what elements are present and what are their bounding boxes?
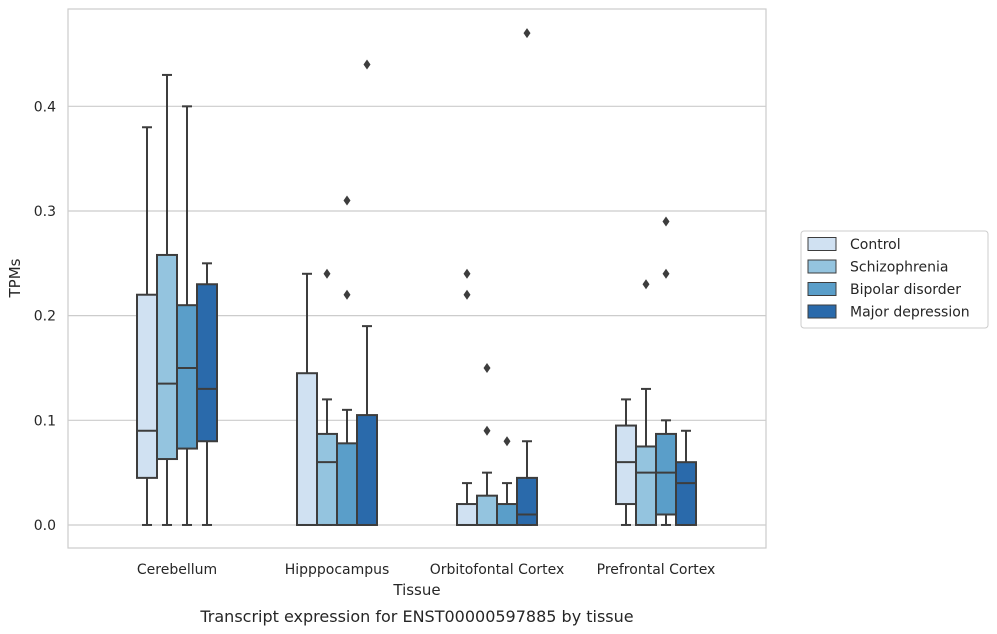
legend: Control Schizophrenia Bipolar disorder Majo… <box>800 230 989 329</box>
box <box>176 304 198 450</box>
outlier-point <box>323 268 331 279</box>
y-axis-title: TPMs <box>6 258 24 298</box>
legend-entries: Control Schizophrenia Bipolar disorder Majo… <box>807 237 970 321</box>
outlier-point <box>483 362 491 373</box>
outlier-point <box>463 268 471 279</box>
y-axis-ticks: 0.0 0.1 0.2 0.3 0.4 <box>34 99 56 534</box>
y-tick-label: 0.3 <box>34 204 56 220</box>
outlier-point <box>483 425 491 436</box>
outlier-point <box>343 289 351 300</box>
box-group <box>176 105 198 526</box>
x-tick-label: Cerebellum <box>137 562 217 578</box>
legend-swatch <box>807 259 837 274</box>
legend-swatch <box>807 282 837 296</box>
outlier-point <box>523 28 531 39</box>
legend-label: Bipolar disorder <box>850 282 961 298</box>
box <box>635 445 657 526</box>
box <box>496 503 518 526</box>
box-group <box>635 279 657 526</box>
box <box>675 461 697 526</box>
box <box>655 432 677 516</box>
legend-label: Schizophrenia <box>850 260 948 276</box>
box-group <box>655 216 677 526</box>
box <box>196 283 218 443</box>
x-axis-ticks: Cerebellum Hipppocampus Orbitofontal Corte… <box>137 562 715 578</box>
y-tick-label: 0.0 <box>34 518 56 534</box>
x-tick-label: Orbitofontal Cortex <box>430 562 565 578</box>
box-group <box>296 272 318 526</box>
x-tick-label: Hipppocampus <box>285 562 390 578</box>
outlier-point <box>503 436 511 447</box>
outlier-point <box>363 59 371 70</box>
box <box>476 494 498 526</box>
box <box>296 372 318 526</box>
box <box>356 414 378 526</box>
box <box>316 432 338 526</box>
box-group <box>675 429 697 526</box>
box-group <box>496 436 518 526</box>
box-group <box>476 362 498 526</box>
legend-label: Major depression <box>850 305 970 321</box>
boxes <box>136 28 697 526</box>
box <box>456 503 478 526</box>
legend-frame <box>800 230 989 329</box>
chart-caption: Transcript expression for ENST0000059788… <box>199 607 633 626</box>
box-group <box>356 59 378 526</box>
box-group <box>136 126 158 526</box>
box-group <box>516 28 538 526</box>
x-axis-title: Tissue <box>392 581 440 599</box>
box <box>156 253 178 461</box>
box <box>136 293 158 479</box>
box-group <box>196 262 218 526</box>
y-tick-label: 0.4 <box>34 99 56 115</box>
box-group <box>336 195 358 526</box>
outlier-point <box>662 216 670 227</box>
y-tick-label: 0.1 <box>34 413 56 429</box>
box <box>336 442 358 526</box>
x-tick-label: Prefrontal Cortex <box>597 562 716 578</box>
box-group <box>316 268 338 526</box>
legend-swatch <box>807 237 837 251</box>
box <box>516 476 538 526</box>
outlier-point <box>343 195 351 206</box>
y-tick-label: 0.2 <box>34 309 56 325</box>
outlier-point <box>463 289 471 300</box>
box <box>615 424 637 506</box>
outlier-point <box>662 268 670 279</box>
legend-label: Control <box>850 237 901 253</box>
box-group <box>156 73 178 526</box>
outlier-point <box>642 279 650 290</box>
legend-swatch <box>807 304 837 319</box>
